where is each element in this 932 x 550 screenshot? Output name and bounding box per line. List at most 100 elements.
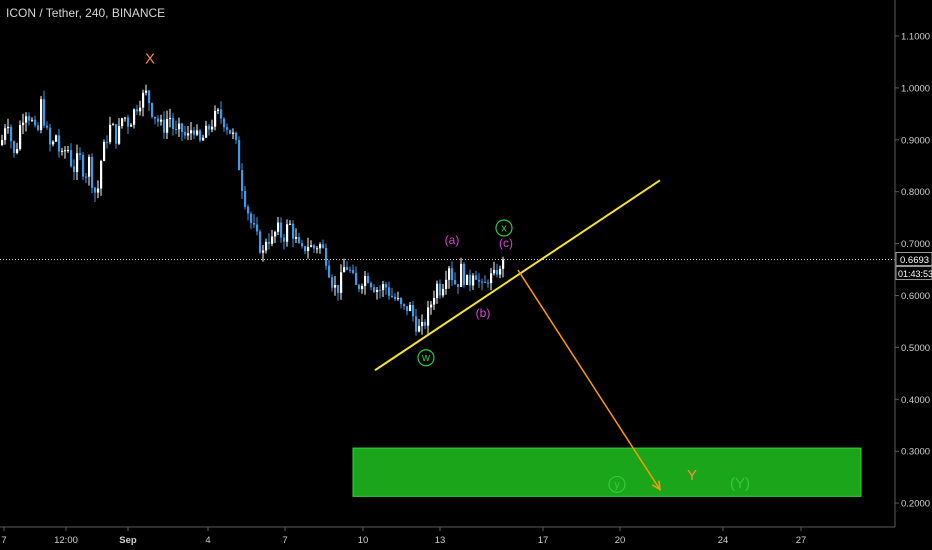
candle-body: [121, 118, 124, 127]
candle-body: [250, 213, 253, 223]
candle-body: [280, 222, 283, 238]
candle-body: [379, 289, 382, 291]
candle-body: [91, 156, 94, 188]
candle-body: [190, 130, 193, 134]
candle-body: [283, 237, 286, 242]
candle-body: [490, 273, 493, 284]
candle-body: [226, 127, 229, 130]
candle-body: [289, 223, 292, 225]
time-tick-label: 7: [282, 535, 287, 546]
candle-body: [418, 326, 421, 332]
candle-body: [412, 304, 415, 317]
candle-body: [367, 275, 370, 283]
wave-label: (b): [476, 306, 491, 320]
candle-body: [76, 153, 79, 172]
candle-body: [130, 124, 133, 127]
candle-body: [241, 170, 244, 192]
candle-body: [292, 223, 295, 239]
wave-label-circled: w: [421, 352, 430, 364]
candle-body: [79, 153, 82, 155]
candle-body: [211, 126, 214, 130]
candle-body: [97, 188, 100, 193]
time-tick-label: 24: [718, 535, 729, 546]
candle-body: [373, 287, 376, 293]
candle-body: [58, 135, 61, 152]
candle-body: [502, 259, 505, 269]
candle-body: [88, 156, 91, 177]
wave-label-circled: x: [501, 222, 507, 234]
candle-body: [313, 245, 316, 249]
candle-body: [265, 241, 268, 251]
candle-body: [340, 272, 343, 293]
candle-body: [364, 275, 367, 286]
candle-body: [442, 288, 445, 296]
candle-body: [10, 126, 13, 142]
candle-body: [286, 224, 289, 242]
candle-body: [499, 268, 502, 275]
candle-body: [409, 304, 412, 311]
time-tick-label: 10: [358, 535, 369, 546]
candle-body: [271, 236, 274, 244]
candle-body: [109, 124, 112, 143]
candle-body: [37, 125, 40, 130]
candle-body: [346, 267, 349, 270]
time-tick-label: 4: [205, 535, 210, 546]
wave-label: (c): [499, 236, 513, 250]
candle-body: [136, 109, 139, 112]
candle-body: [25, 116, 28, 123]
candle-body: [40, 99, 43, 130]
candle-body: [55, 135, 58, 142]
candle-body: [316, 248, 319, 250]
time-tick-label: 12:00: [54, 535, 78, 546]
time-tick-label: 13: [435, 535, 446, 546]
candle-body: [64, 150, 67, 152]
candle-body: [445, 279, 448, 289]
trendline[interactable]: [374, 179, 661, 372]
candle-body: [427, 307, 430, 326]
price-tick-label: 1.0000: [901, 83, 930, 94]
candle-body: [1, 139, 4, 145]
candle-body: [403, 304, 406, 307]
candle-body: [112, 124, 115, 126]
candle-body: [430, 304, 433, 308]
price-tick-label: 0.3000: [901, 447, 930, 458]
candle-body: [208, 125, 211, 130]
wave-label: (Y): [730, 475, 750, 492]
candle-body: [496, 270, 499, 275]
candle-body: [94, 187, 97, 193]
candle-body: [448, 268, 451, 280]
candle-body: [394, 296, 397, 300]
price-tick-label: 0.5000: [901, 343, 930, 354]
candle-body: [487, 282, 490, 284]
wave-label: (a): [445, 233, 460, 247]
candle-body: [229, 129, 232, 134]
candle-body: [319, 244, 322, 249]
candle-body: [61, 150, 64, 152]
candle-body: [382, 284, 385, 291]
wave-circle: [495, 219, 513, 237]
candle-body: [406, 306, 409, 311]
candle-body: [100, 161, 103, 189]
candle-body: [157, 118, 160, 122]
candle-body: [202, 137, 205, 141]
candle-body: [19, 125, 22, 150]
candle-body: [127, 117, 130, 127]
projection-arrowhead: [651, 480, 661, 492]
countdown-badge: [895, 266, 932, 281]
candle-body: [46, 125, 49, 128]
projection-arrow[interactable]: [517, 269, 661, 491]
candle-body: [106, 141, 109, 143]
time-tick-label: 20: [615, 535, 626, 546]
candle-body: [238, 140, 241, 171]
candle-body: [460, 263, 463, 287]
candle-body: [466, 274, 469, 285]
candle-body: [424, 321, 427, 326]
candle-body: [22, 122, 25, 126]
candle-body: [214, 110, 217, 127]
target-zone-box[interactable]: [352, 447, 862, 497]
candle-body: [328, 265, 331, 278]
candle-body: [307, 246, 310, 252]
price-tick-label: 0.9000: [901, 135, 930, 146]
candle-body: [472, 275, 475, 286]
